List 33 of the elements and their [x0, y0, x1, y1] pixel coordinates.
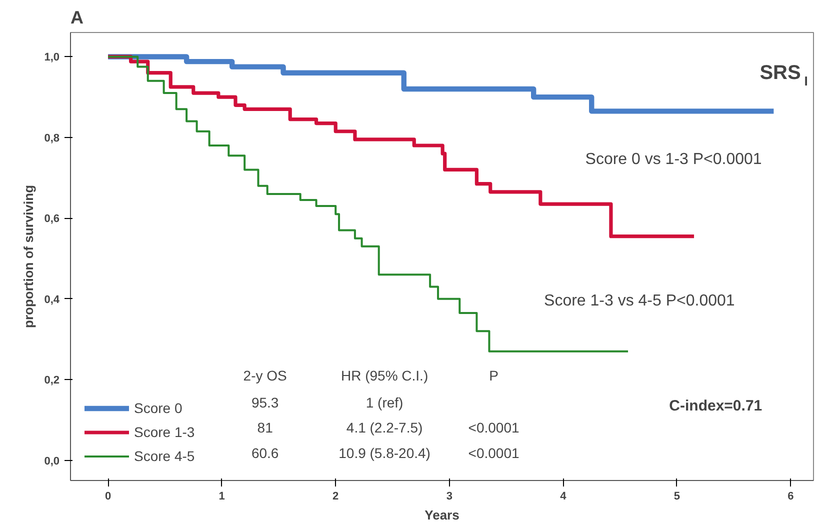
annotation: <0.0001 — [468, 445, 520, 462]
y-tick-label: 0,2 — [44, 374, 60, 387]
x-tick-label: 2 — [332, 490, 339, 502]
y-axis-title: proportion of surviving — [21, 184, 36, 328]
x-tick-label: 5 — [674, 490, 680, 502]
y-tick-label: 0,4 — [44, 294, 60, 306]
y-tick-label: 0,8 — [44, 132, 60, 144]
x-tick-label: 1 — [218, 490, 225, 502]
annotation: Score 0 vs 1-3 P<0.0001 — [585, 151, 762, 168]
x-axis-title: Years — [424, 508, 460, 522]
annotation: 4.1 (2.2-7.5) — [346, 420, 423, 436]
annotation: <0.0001 — [468, 420, 520, 436]
legend-label: Score 0 — [134, 399, 182, 418]
annotation: 95.3 — [251, 394, 279, 411]
annotation: 10.9 (5.8-20.4) — [338, 445, 430, 462]
annotation: 81 — [257, 420, 274, 436]
annotation: 2-y OS — [243, 368, 287, 384]
annotation: P — [489, 368, 498, 384]
legend-label: Score 1-3 — [134, 423, 195, 442]
annotation: Score 1-3 vs 4-5 P<0.0001 — [544, 292, 735, 310]
annotation: 1 (ref) — [366, 394, 404, 411]
y-tick-label: 0,6 — [44, 213, 60, 226]
y-tick-label: 0,0 — [44, 455, 60, 468]
chart-title: A — [70, 8, 84, 28]
x-tick-label: 0 — [104, 490, 112, 502]
legend-label: Score 4-5 — [134, 447, 195, 466]
annotation: HR (95% C.I.) — [340, 368, 428, 384]
annotation: 60.6 — [251, 445, 279, 462]
x-tick-label: 6 — [788, 490, 794, 502]
annotation: C-index=0.71 — [669, 397, 762, 414]
x-tick-label: 4 — [560, 490, 568, 502]
y-tick-label: 1,0 — [44, 52, 60, 64]
x-tick-label: 3 — [446, 490, 452, 502]
